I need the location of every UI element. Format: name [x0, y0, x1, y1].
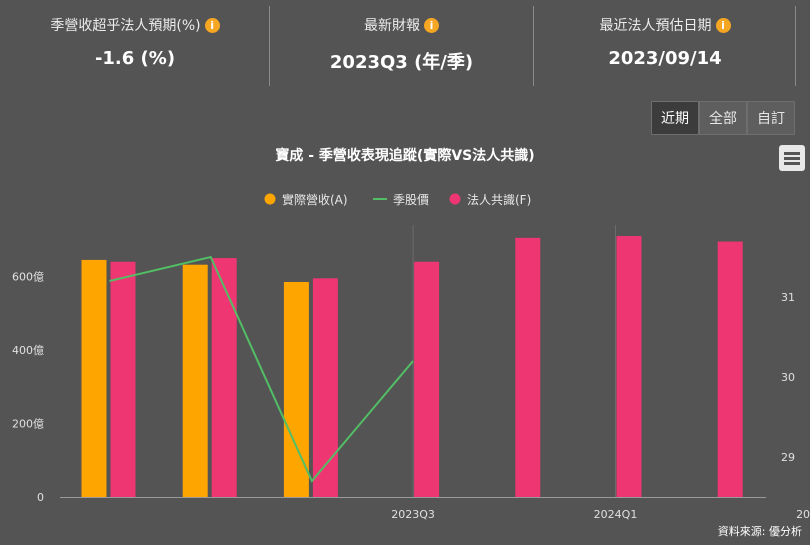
range-button-custom[interactable]: 自訂 — [747, 101, 795, 135]
legend-item-price: 季股價 — [393, 193, 429, 207]
bar-actual — [283, 281, 309, 497]
stat-label: 季營收超乎法人預期(%) — [50, 18, 201, 34]
line-price — [109, 255, 414, 483]
x-tick-label: 2024Q3 — [796, 508, 810, 521]
bar-actual — [182, 264, 208, 497]
divider — [533, 6, 534, 86]
divider — [795, 6, 796, 86]
y-left-tick-label: 400億 — [12, 344, 44, 357]
y-left-tick-label: 600億 — [12, 270, 44, 283]
y-right-tick-label: 30 — [781, 371, 795, 384]
range-button-all[interactable]: 全部 — [699, 101, 747, 135]
stat-value: 2023/09/14 — [608, 48, 722, 69]
bar-actual — [81, 259, 107, 497]
stat-label: 最新財報 — [364, 18, 420, 34]
y-right-tick-label: 31 — [781, 291, 795, 304]
info-icon[interactable]: i — [715, 18, 731, 33]
hamburger-menu-icon[interactable] — [779, 145, 805, 171]
range-button-group: 近期 全部 自訂 — [651, 101, 795, 135]
bar-consensus — [110, 261, 136, 497]
legend-item-consensus: 法人共識(F) — [467, 193, 531, 207]
stat-revenue-surprise: 季營收超乎法人預期(%) i -1.6 (%) — [0, 0, 270, 90]
y-left-tick-label: 200億 — [12, 417, 44, 430]
bar-consensus — [312, 278, 338, 497]
legend-item-actual-marker — [264, 193, 276, 205]
x-tick-label: 2023Q3 — [391, 508, 435, 521]
stat-value: -1.6 (%) — [94, 48, 176, 69]
source-text: 資料來源: 優分析 — [718, 524, 802, 538]
bar-consensus — [515, 237, 541, 497]
stat-latest-report: 最新財報 i 2023Q3 (年/季) — [270, 0, 533, 90]
stat-label: 最近法人預估日期 — [599, 18, 712, 34]
bar-consensus — [717, 241, 743, 497]
info-icon[interactable]: i — [204, 18, 220, 33]
x-tick-label: 2024Q1 — [594, 508, 638, 521]
legend-item-consensus-marker — [449, 193, 461, 205]
y-left-tick-label: 0 — [37, 491, 44, 504]
bar-consensus — [616, 236, 642, 497]
divider — [269, 6, 270, 86]
info-icon[interactable]: i — [424, 18, 439, 33]
stats-panel: 季營收超乎法人預期(%) i -1.6 (%) 最新財報 i 2023Q3 (年/季… — [0, 0, 810, 90]
bar-consensus — [211, 258, 237, 497]
range-button-recent[interactable]: 近期 — [651, 101, 699, 135]
chart-title: 寶成 - 季營收表現追蹤(實際VS法人共識) — [275, 147, 534, 164]
legend-item-actual: 實際營收(A) — [282, 192, 348, 207]
stat-value: 2023Q3 (年/季) — [329, 52, 474, 73]
y-right-tick-label: 29 — [781, 451, 795, 464]
bar-consensus — [414, 261, 440, 497]
stat-forecast-date: 最近法人預估日期 i 2023/09/14 — [534, 0, 796, 90]
